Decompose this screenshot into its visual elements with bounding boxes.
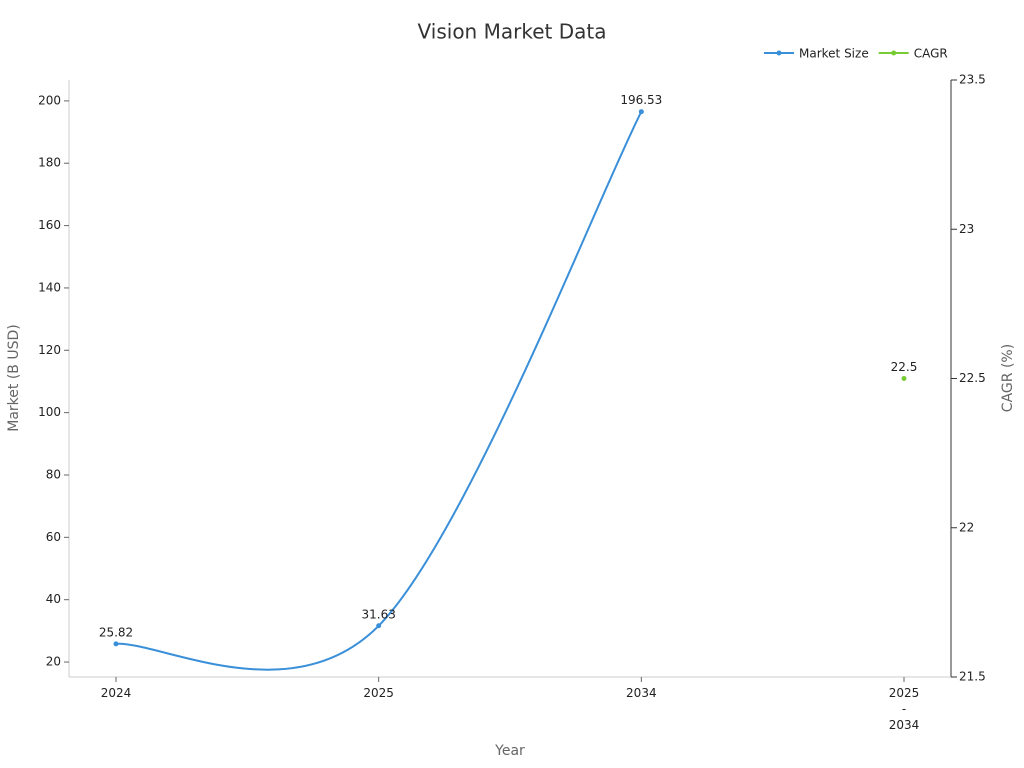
x-tick-label: 2025 - 2034: [888, 686, 920, 732]
data-label: 196.53: [620, 93, 662, 107]
y-tick-label: 140: [38, 280, 61, 294]
y2-axis-title: CAGR (%): [1000, 344, 1016, 412]
y2-tick-label: 21.5: [959, 670, 986, 684]
data-point: [901, 376, 907, 381]
x-tick-label: 2024: [100, 686, 132, 700]
chart-title: Vision Market Data: [418, 20, 607, 44]
y-tick-label: 200: [38, 93, 61, 107]
legend-marker: [776, 50, 782, 56]
y-tick-label: 80: [46, 467, 61, 481]
y2-tick-label: 23.5: [959, 73, 986, 87]
data-point: [638, 109, 644, 115]
legend-marker: [891, 50, 897, 56]
data-label: 31.63: [361, 607, 395, 621]
y2-tick-label: 22: [959, 520, 974, 534]
legend-label: CAGR: [914, 47, 948, 61]
legend-label: Market Size: [799, 47, 869, 61]
y2-tick-label: 23: [959, 222, 974, 236]
data-label: 22.5: [891, 360, 918, 374]
y-tick-label: 160: [38, 218, 61, 232]
data-label: 25.82: [99, 625, 133, 639]
series-line: [115, 111, 643, 671]
y-axis-title: Market (B USD): [6, 324, 22, 431]
y-tick-label: 180: [38, 156, 61, 170]
y-tick-label: 40: [46, 592, 61, 606]
y-tick-label: 60: [46, 530, 61, 544]
y-tick-label: 20: [46, 655, 61, 669]
y-tick-label: 100: [38, 405, 61, 419]
y2-tick-label: 22.5: [959, 371, 986, 385]
x-tick-label: 2034: [626, 686, 657, 700]
x-axis-title: Year: [494, 743, 525, 759]
y-tick-label: 120: [38, 343, 61, 357]
data-point: [376, 623, 382, 629]
data-point: [113, 641, 119, 647]
x-tick-label: 2025: [363, 686, 394, 700]
